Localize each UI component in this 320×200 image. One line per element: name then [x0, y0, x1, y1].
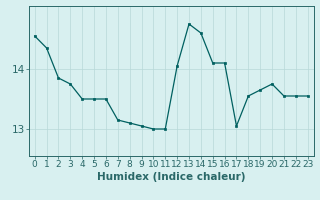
X-axis label: Humidex (Indice chaleur): Humidex (Indice chaleur) [97, 172, 245, 182]
